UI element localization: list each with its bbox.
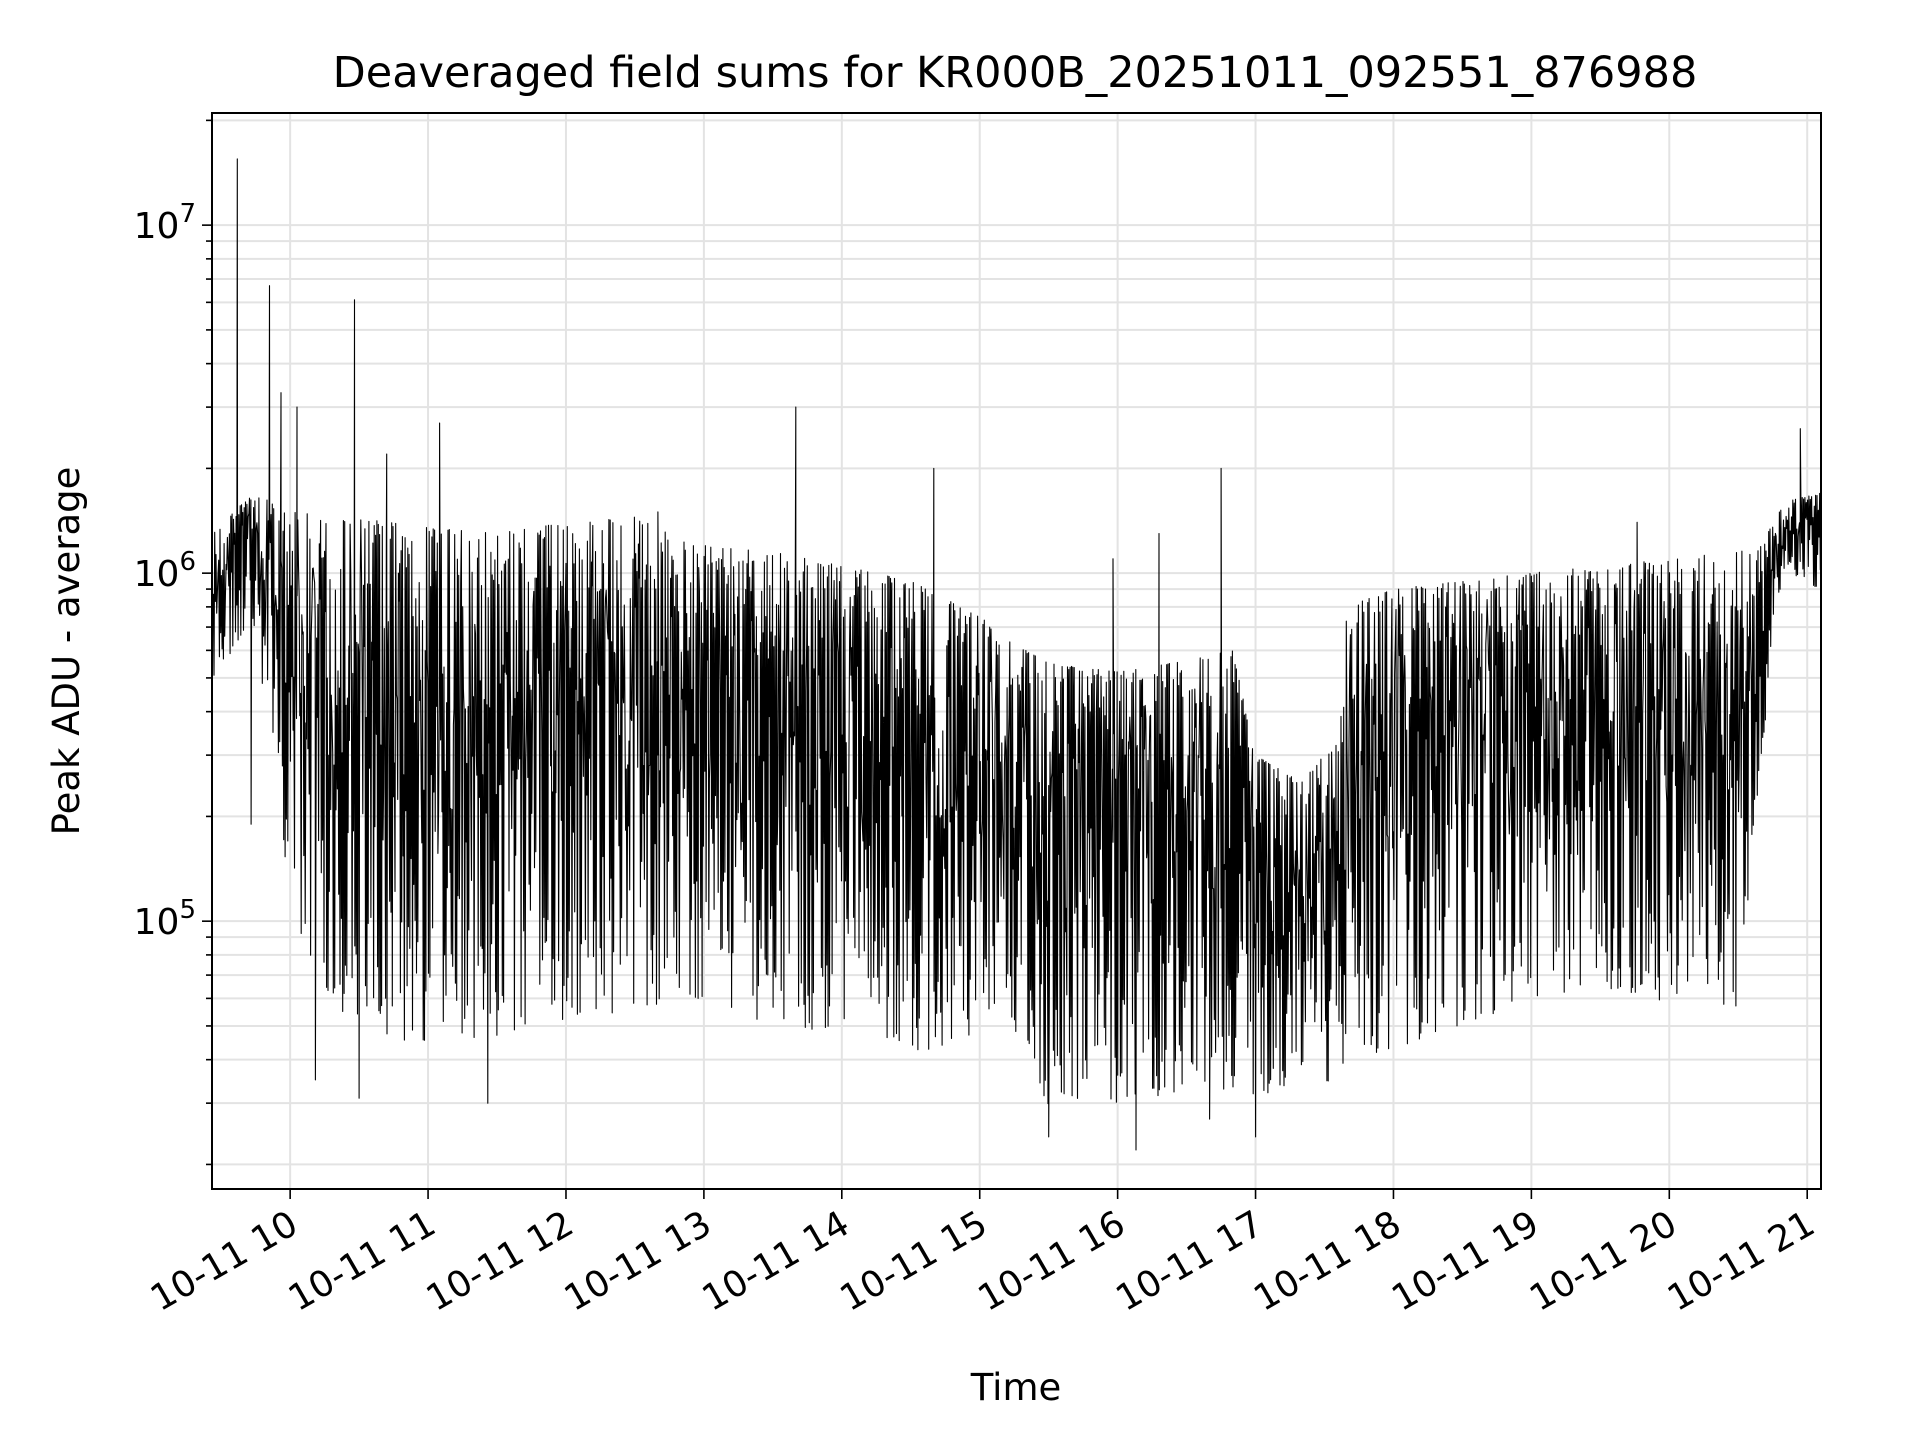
y-tick-label: 105 xyxy=(134,895,196,943)
y-tick-label: 107 xyxy=(134,199,196,247)
y-axis: 105 106 107 xyxy=(134,119,212,1166)
y-axis-label: Peak ADU - average xyxy=(45,467,88,836)
x-axis-label: Time xyxy=(970,1366,1062,1409)
y-tick-label: 106 xyxy=(134,547,196,595)
series-line xyxy=(211,158,1822,1151)
series-path xyxy=(211,158,1822,1151)
chart-title: Deaveraged field sums for KR000B_2025101… xyxy=(333,48,1698,98)
